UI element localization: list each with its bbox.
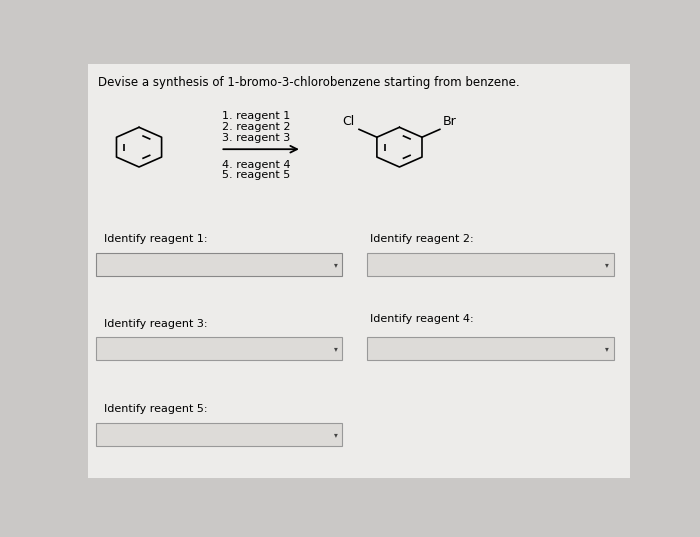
Bar [96, 423, 342, 446]
Text: Cl: Cl [342, 115, 355, 128]
Text: ▾: ▾ [606, 260, 609, 269]
Text: ▾: ▾ [334, 260, 338, 269]
Bar [367, 253, 614, 276]
Text: 3. reagent 3: 3. reagent 3 [222, 134, 290, 143]
Text: Identify reagent 4:: Identify reagent 4: [370, 314, 473, 324]
Text: Identify reagent 2:: Identify reagent 2: [370, 234, 473, 244]
Text: Identify reagent 5:: Identify reagent 5: [104, 404, 207, 414]
Text: 1. reagent 1: 1. reagent 1 [222, 111, 290, 121]
Text: 2. reagent 2: 2. reagent 2 [222, 122, 290, 132]
Bar [96, 337, 342, 360]
Text: 5. reagent 5: 5. reagent 5 [222, 170, 290, 180]
Text: ▾: ▾ [606, 344, 609, 353]
Text: Identify reagent 1:: Identify reagent 1: [104, 234, 207, 244]
Bar [367, 337, 614, 360]
Text: ▾: ▾ [334, 344, 338, 353]
Text: ▾: ▾ [334, 430, 338, 439]
Text: Br: Br [442, 115, 456, 128]
Text: 4. reagent 4: 4. reagent 4 [222, 159, 290, 170]
Text: Devise a synthesis of 1-bromo-3-chlorobenzene starting from benzene.: Devise a synthesis of 1-bromo-3-chlorobe… [98, 76, 520, 89]
Bar [96, 253, 342, 276]
Text: Identify reagent 3:: Identify reagent 3: [104, 319, 207, 329]
